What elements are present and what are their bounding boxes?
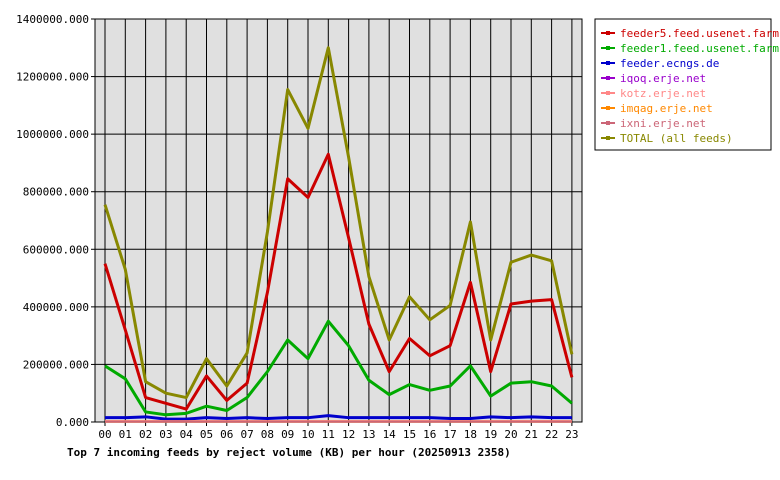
legend-marker: [606, 136, 610, 140]
y-tick-label: 0.000: [56, 416, 89, 429]
y-tick-label: 800000.000: [23, 186, 89, 199]
x-tick-label: 18: [464, 428, 477, 441]
x-tick-label: 02: [139, 428, 152, 441]
x-tick-label: 03: [159, 428, 172, 441]
x-tick-label: 23: [565, 428, 578, 441]
legend-label: kotz.erje.net: [620, 87, 706, 100]
series-line: [104, 319, 573, 417]
x-tick-label: 09: [281, 428, 294, 441]
x-tick-label: 20: [504, 428, 517, 441]
chart-title: Top 7 incoming feeds by reject volume (K…: [67, 446, 511, 459]
legend-marker: [606, 61, 610, 65]
legend-box: [594, 18, 772, 151]
x-tick-label: 10: [301, 428, 314, 441]
x-tick-label: 21: [525, 428, 538, 441]
x-tick-label: 08: [261, 428, 274, 441]
legend-marker: [606, 31, 610, 35]
x-tick-label: 22: [545, 428, 558, 441]
legend-label: feeder1.feed.usenet.farm: [620, 42, 779, 55]
x-tick-label: 14: [383, 428, 397, 441]
y-tick-label: 1200000.000: [16, 71, 89, 84]
legend-label: TOTAL (all feeds): [620, 132, 733, 145]
legend-label: imqag.erje.net: [620, 102, 713, 115]
x-tick-label: 06: [220, 428, 233, 441]
x-tick-label: 11: [322, 428, 335, 441]
x-tick-label: 12: [342, 428, 355, 441]
legend-label: feeder5.feed.usenet.farm: [620, 27, 779, 40]
x-tick-label: 17: [443, 428, 456, 441]
y-tick-label: 400000.000: [23, 301, 89, 314]
x-tick-label: 13: [362, 428, 375, 441]
legend-label: ixni.erje.net: [620, 117, 706, 130]
legend: feeder5.feed.usenet.farm feeder1.feed.use…: [594, 18, 779, 151]
series-line: [103, 152, 574, 411]
y-tick-label: 200000.000: [23, 358, 89, 371]
legend-label: feeder.ecngs.de: [620, 57, 719, 70]
x-tick-label: 01: [119, 428, 132, 441]
legend-marker: [606, 91, 610, 95]
legend-marker: [606, 76, 610, 80]
y-tick-label: 1400000.000: [16, 13, 89, 26]
y-tick-label: 1000000.000: [16, 128, 89, 141]
x-tick-label: 15: [403, 428, 416, 441]
x-tick-label: 00: [98, 428, 111, 441]
legend-marker: [606, 106, 610, 110]
x-tick-label: 04: [180, 428, 194, 441]
y-tick-label: 600000.000: [23, 243, 89, 256]
x-tick-label: 05: [200, 428, 213, 441]
x-tick-label: 19: [484, 428, 497, 441]
legend-marker: [606, 46, 610, 50]
y-axis: 0.000 200000.000 400000.000 600000.000 80000…: [16, 13, 95, 429]
series-lines: [103, 46, 574, 423]
x-tick-label: 16: [423, 428, 436, 441]
legend-label: iqoq.erje.net: [620, 72, 706, 85]
plot-background: [94, 18, 583, 423]
x-tick-label: 07: [240, 428, 253, 441]
series-line: [105, 414, 572, 421]
series-line: [103, 46, 574, 400]
legend-marker: [606, 121, 610, 125]
x-axis: 00 01 02 03 04 05 06 07 08 09 10 11 12 13 14 15 16 17 18 19…: [98, 422, 579, 441]
